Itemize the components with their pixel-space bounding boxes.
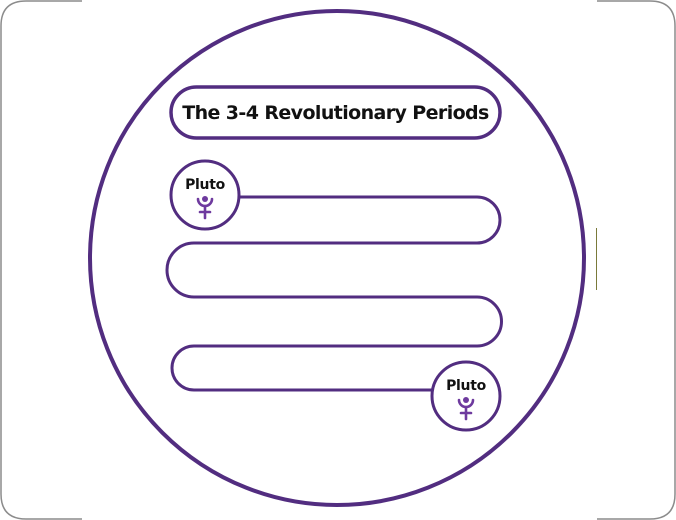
frame-right-bracket bbox=[597, 0, 676, 520]
start-pluto-node: Pluto bbox=[169, 159, 241, 231]
end-node-circle bbox=[430, 360, 502, 432]
pluto-glyph-icon bbox=[457, 397, 475, 421]
start-node-circle bbox=[169, 159, 241, 231]
start-node-label: Pluto bbox=[185, 177, 226, 193]
end-node-label: Pluto bbox=[446, 378, 487, 394]
end-pluto-node: Pluto bbox=[430, 360, 502, 432]
edge-artifact bbox=[596, 228, 597, 290]
title-pill bbox=[169, 85, 502, 140]
enclosing-circle bbox=[88, 9, 586, 507]
serpentine-path bbox=[165, 195, 503, 392]
diagram-title: The 3-4 Revolutionary Periods bbox=[182, 102, 489, 124]
frame-left-bracket bbox=[0, 0, 82, 520]
pluto-glyph-icon bbox=[196, 196, 214, 220]
